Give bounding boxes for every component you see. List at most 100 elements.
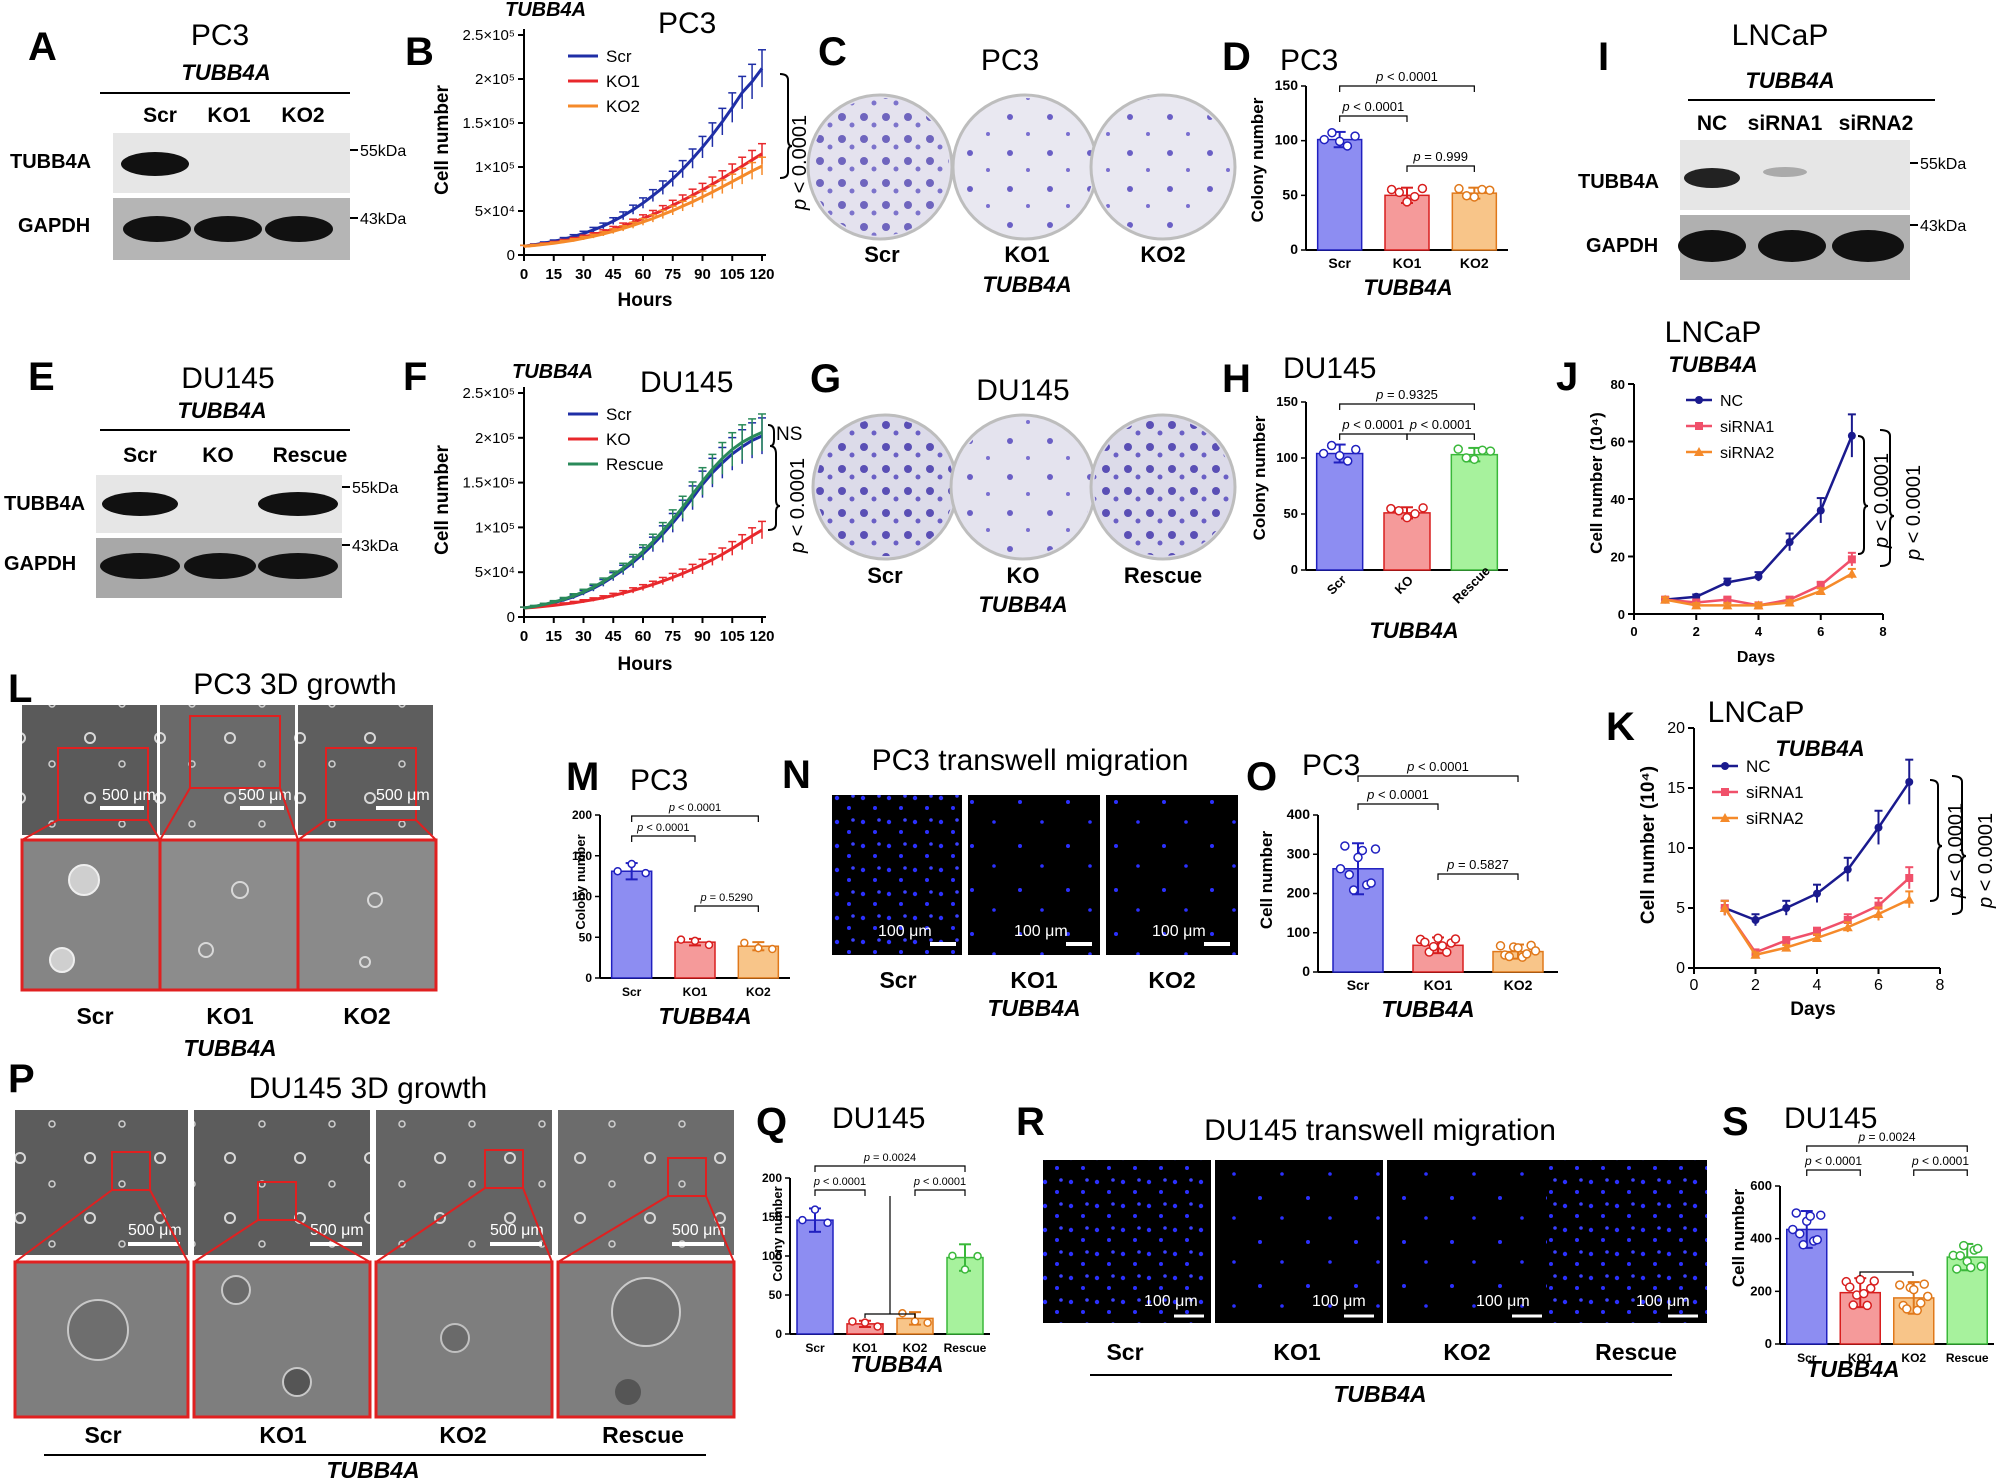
- plate-label-scr: Scr: [864, 242, 900, 267]
- band: [258, 553, 338, 579]
- x-tick-label: 4: [1813, 977, 1822, 994]
- x-axis-title: TUBB4A: [850, 1351, 943, 1377]
- y-tick-label: 10: [1667, 840, 1685, 857]
- band: [100, 553, 180, 579]
- y-tick-label: 0: [1618, 607, 1625, 622]
- data-point: [1862, 1300, 1872, 1311]
- panel-letter-b: B: [405, 30, 434, 74]
- y-tick-label: 15: [1667, 780, 1685, 797]
- marker-43kda: 43kDa: [352, 538, 398, 555]
- bar-chart-d: 0 50 100 150 Scr KO1 KO2 p < 0.0001 p < 0.0001 p …: [1275, 69, 1508, 271]
- y-tick-label: 0: [775, 1327, 782, 1341]
- lane-label-scr: Scr: [143, 104, 177, 127]
- data-point: [1847, 431, 1856, 440]
- data-point: [1340, 841, 1350, 851]
- spheroid: [221, 1275, 251, 1305]
- x-axis-title: TUBB4A: [1806, 1356, 1899, 1382]
- significance-bracket: [1857, 435, 1869, 555]
- panel-letter-g: G: [810, 357, 841, 401]
- x-tick-label: 60: [635, 266, 652, 283]
- data-point: [1753, 600, 1764, 610]
- nuclei-pattern: [968, 795, 1100, 955]
- nuclei-pattern: [1043, 1160, 1211, 1323]
- data-point: [1843, 916, 1852, 924]
- category-label: Scr: [805, 1341, 825, 1355]
- y-tick-label: 150: [572, 849, 592, 863]
- chart-title: LNCaP: [1708, 696, 1805, 729]
- spheroid: [49, 947, 75, 973]
- x-axis-label: Days: [1737, 649, 1775, 666]
- zoomed-micrograph: [296, 838, 438, 992]
- comparison-label: p < 0.0001: [1366, 787, 1429, 802]
- x-tick-label: 75: [664, 266, 681, 283]
- comparison-bracket: [1357, 803, 1439, 810]
- zoom-box: [57, 747, 149, 821]
- comparison-label: p < 0.0001: [1341, 99, 1404, 114]
- zoom-box: [325, 747, 417, 821]
- group-label-ko1: KO1: [1273, 1339, 1321, 1365]
- panel-letter-a: A: [28, 25, 57, 69]
- gene-label: TUBB4A: [982, 272, 1071, 297]
- category-label: KO1: [1424, 977, 1453, 993]
- zoomed-micrograph: [192, 1260, 372, 1419]
- nuclei-pattern: [832, 795, 962, 955]
- data-point: [1402, 197, 1412, 207]
- data-point: [1353, 852, 1363, 863]
- zoomed-micrograph: [20, 838, 162, 992]
- gene-label: TUBB4A: [1775, 736, 1864, 761]
- y-tick-label: 100: [572, 890, 592, 904]
- gene-label: TUBB4A: [326, 1457, 419, 1482]
- comparison-bracket: [1357, 775, 1519, 782]
- band: [102, 492, 178, 516]
- y-tick-label: 300: [1287, 845, 1311, 861]
- data-point: [1691, 600, 1702, 610]
- x-axis-label: Hours: [618, 654, 673, 675]
- data-point: [1785, 538, 1794, 547]
- legend-label: Rescue: [606, 455, 664, 474]
- data-point: [1484, 185, 1495, 196]
- x-axis-title: TUBB4A: [1369, 618, 1458, 643]
- legend-label: NC: [1746, 757, 1771, 776]
- data-point: [1409, 191, 1420, 202]
- comparison-bracket: [1913, 1169, 1968, 1176]
- data-point: [860, 1318, 870, 1327]
- band-label-tubb4a: TUBB4A: [4, 493, 85, 515]
- data-point: [1723, 595, 1732, 604]
- data-point: [1973, 1243, 1983, 1254]
- significance-bracket: [767, 424, 775, 447]
- data-point: [1812, 933, 1822, 942]
- data-point: [1351, 444, 1361, 455]
- y-tick-label: 2.5×10⁵: [462, 27, 515, 44]
- y-axis-label: Colony number: [770, 1186, 785, 1281]
- y-tick-label: 0: [507, 609, 515, 626]
- legend-label: NC: [1720, 393, 1743, 410]
- data-point: [1843, 865, 1852, 874]
- spheroid: [359, 956, 371, 968]
- panel-letter-m: M: [566, 755, 599, 799]
- data-point: [1442, 947, 1452, 957]
- data-point: [1719, 903, 1730, 912]
- x-tick-label: 45: [605, 628, 622, 645]
- scale-label: 100 μm: [1152, 923, 1206, 940]
- data-point: [1874, 823, 1883, 832]
- group-label-scr: Scr: [879, 967, 916, 993]
- data-point: [1342, 456, 1353, 466]
- data-point: [1437, 941, 1448, 951]
- y-tick-label: 50: [1282, 186, 1298, 202]
- comparison-bracket: [1339, 433, 1408, 440]
- data-point: [1357, 845, 1368, 856]
- group-label-ko2: KO2: [343, 1003, 390, 1029]
- scale-label: 100 μm: [1312, 1293, 1366, 1310]
- series-line-rescue: [523, 431, 763, 610]
- data-point: [1723, 578, 1732, 587]
- x-axis-label: Days: [1790, 999, 1835, 1020]
- data-point: [1976, 1261, 1986, 1272]
- gene-label: TUBB4A: [177, 398, 266, 423]
- comparison-label: p < 0.0001: [813, 1176, 866, 1188]
- y-axis-label: Colony number: [1250, 415, 1269, 540]
- data-point: [1366, 878, 1376, 888]
- zoom-connector: [415, 819, 437, 841]
- bar-chart-q: 0 50 100 150 200 Scr KO1 KO2 Rescue p = 0.0024 p <…: [762, 1152, 990, 1355]
- zoom-connector: [557, 1195, 669, 1263]
